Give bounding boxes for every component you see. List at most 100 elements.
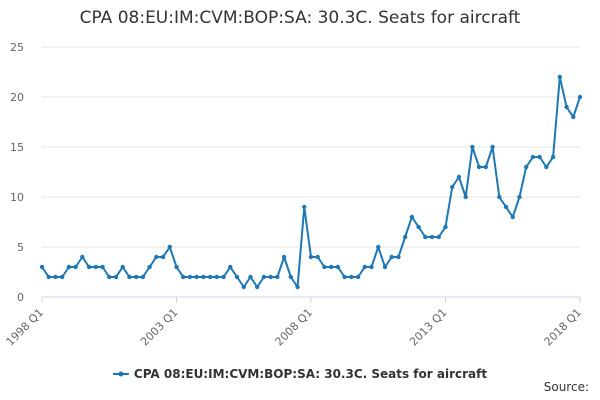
data-point[interactable] — [194, 274, 199, 280]
data-point[interactable] — [429, 234, 435, 240]
data-point[interactable] — [315, 254, 320, 260]
data-point[interactable] — [174, 264, 179, 270]
y-tick-label: 25 — [10, 41, 24, 54]
x-tick-label: 2013 Q1 — [407, 306, 450, 349]
data-point[interactable] — [241, 284, 246, 290]
data-point[interactable] — [577, 94, 583, 100]
data-point[interactable] — [268, 274, 273, 280]
data-point[interactable] — [463, 194, 468, 200]
data-point[interactable] — [382, 264, 388, 270]
y-tick-label: 0 — [17, 291, 24, 304]
data-point[interactable] — [470, 144, 475, 150]
data-point[interactable] — [530, 154, 536, 160]
data-point[interactable] — [537, 154, 542, 160]
data-point[interactable] — [248, 274, 253, 280]
data-point[interactable] — [187, 274, 193, 280]
data-point[interactable] — [107, 274, 112, 280]
y-tick-label: 10 — [10, 191, 24, 204]
data-point[interactable] — [214, 274, 220, 280]
data-point[interactable] — [524, 164, 529, 170]
data-point[interactable] — [281, 254, 287, 260]
data-point[interactable] — [355, 274, 361, 280]
data-point[interactable] — [207, 274, 213, 280]
data-point[interactable] — [295, 284, 300, 290]
data-point[interactable] — [396, 254, 401, 260]
legend-marker-icon — [118, 371, 124, 377]
data-point[interactable] — [167, 244, 172, 250]
data-point[interactable] — [322, 264, 327, 270]
data-point[interactable] — [443, 224, 448, 230]
data-point[interactable] — [564, 104, 569, 110]
data-point[interactable] — [120, 264, 125, 270]
x-tick-label: 2008 Q1 — [273, 306, 316, 349]
x-tick-label: 1998 Q1 — [4, 306, 47, 349]
data-point[interactable] — [362, 264, 367, 270]
data-point[interactable] — [160, 254, 166, 260]
data-point[interactable] — [409, 214, 415, 220]
x-tick-label: 2018 Q1 — [542, 306, 585, 349]
data-point[interactable] — [255, 284, 260, 290]
data-point[interactable] — [73, 264, 78, 270]
data-point[interactable] — [127, 274, 132, 280]
data-point[interactable] — [456, 174, 462, 180]
data-point[interactable] — [416, 224, 421, 230]
data-point[interactable] — [53, 274, 58, 280]
data-point[interactable] — [328, 264, 334, 270]
data-point[interactable] — [389, 254, 394, 260]
data-point[interactable] — [376, 244, 381, 250]
data-point[interactable] — [275, 274, 280, 280]
data-point[interactable] — [302, 204, 307, 210]
data-point[interactable] — [133, 274, 139, 280]
data-point[interactable] — [483, 164, 489, 170]
data-point[interactable] — [234, 274, 240, 280]
data-point[interactable] — [402, 234, 408, 240]
data-point[interactable] — [497, 194, 502, 200]
data-point[interactable] — [369, 264, 374, 270]
data-point[interactable] — [510, 214, 515, 220]
chart-title: CPA 08:EU:IM:CVM:BOP:SA: 30.3C. Seats fo… — [79, 8, 521, 28]
data-point[interactable] — [66, 264, 72, 270]
grid-lines — [42, 46, 580, 248]
data-point[interactable] — [201, 274, 206, 280]
data-point[interactable] — [349, 274, 354, 280]
data-point[interactable] — [308, 254, 314, 260]
series-layer — [39, 74, 583, 290]
data-point[interactable] — [181, 274, 186, 280]
data-point[interactable] — [476, 164, 482, 170]
y-tick-label: 15 — [10, 141, 24, 154]
x-tick-label: 2003 Q1 — [138, 306, 181, 349]
data-point[interactable] — [80, 254, 85, 260]
data-point[interactable] — [86, 264, 92, 270]
data-point[interactable] — [288, 274, 294, 280]
data-point[interactable] — [154, 254, 159, 260]
data-point[interactable] — [100, 264, 105, 270]
y-tick-label: 20 — [10, 91, 24, 104]
data-point[interactable] — [59, 274, 65, 280]
data-point[interactable] — [490, 144, 495, 150]
data-point[interactable] — [261, 274, 267, 280]
data-point[interactable] — [423, 234, 428, 240]
x-axis-ticks — [41, 297, 581, 303]
data-point[interactable] — [228, 264, 233, 270]
data-point[interactable] — [39, 264, 45, 270]
x-axis-tick-labels: 1998 Q1 2003 Q1 2008 Q1 2013 Q1 2018 Q1 — [4, 306, 585, 349]
data-point[interactable] — [544, 164, 549, 170]
data-point[interactable] — [571, 114, 576, 120]
data-point[interactable] — [113, 274, 119, 280]
data-point[interactable] — [342, 274, 347, 280]
data-point[interactable] — [450, 184, 455, 190]
data-point[interactable] — [557, 74, 563, 80]
data-point[interactable] — [93, 264, 99, 270]
data-point[interactable] — [436, 234, 441, 240]
data-point[interactable] — [335, 264, 341, 270]
data-point[interactable] — [517, 194, 522, 200]
data-point[interactable] — [550, 154, 556, 160]
data-point[interactable] — [503, 204, 509, 210]
data-point[interactable] — [147, 264, 152, 270]
data-point[interactable] — [221, 274, 226, 280]
y-tick-label: 5 — [17, 241, 24, 254]
legend[interactable]: CPA 08:EU:IM:CVM:BOP:SA: 30.3C. Seats fo… — [112, 367, 487, 381]
data-point[interactable] — [140, 274, 146, 280]
data-point[interactable] — [46, 274, 51, 280]
